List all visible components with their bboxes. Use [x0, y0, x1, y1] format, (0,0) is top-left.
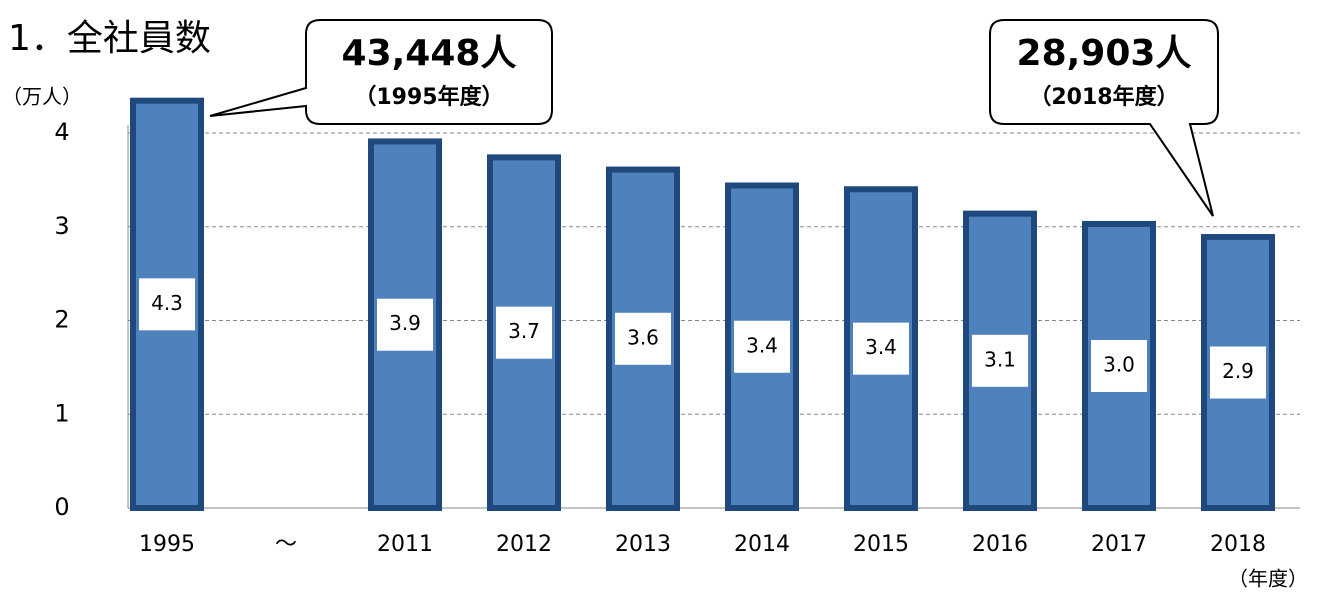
y-tick-label: 4: [54, 118, 69, 146]
callout: [209, 19, 553, 125]
value-label: 3.0: [1103, 352, 1135, 376]
chart-title: 1．全社員数: [8, 18, 211, 59]
value-label: 2.9: [1222, 359, 1254, 383]
x-tick-label: 2016: [972, 532, 1028, 557]
x-tick-label: 2015: [853, 532, 909, 557]
value-label-box: [853, 322, 909, 375]
y-tick-label: 2: [54, 306, 69, 334]
value-label-box: [496, 306, 552, 359]
value-label: 3.1: [984, 347, 1016, 371]
x-tick-label: 2017: [1091, 532, 1147, 557]
value-label: 3.7: [508, 319, 540, 343]
y-tick-label: 1: [54, 399, 69, 427]
value-label-box: [615, 312, 671, 365]
y-tick-label: 0: [54, 493, 69, 521]
x-tick-label: 2011: [377, 532, 433, 557]
value-label-box: [1091, 339, 1147, 392]
callout: [989, 19, 1219, 217]
y-unit: （万人）: [2, 85, 82, 109]
x-tick-label: 2014: [734, 532, 790, 557]
callout-value: 43,448人: [342, 33, 517, 74]
x-tick-label: ～: [275, 532, 297, 557]
value-label-box: [1210, 346, 1266, 399]
value-label-box: [972, 334, 1028, 387]
value-label: 3.4: [746, 333, 778, 357]
x-tick-label: 2012: [496, 532, 552, 557]
x-tick-label: 2013: [615, 532, 671, 557]
value-label-box: [377, 298, 433, 351]
callout-note: （1995年度）: [354, 84, 503, 110]
value-label: 4.3: [151, 291, 183, 315]
x-tick-label: 1995: [139, 532, 195, 557]
value-label: 3.6: [627, 325, 659, 349]
y-tick-label: 3: [54, 212, 69, 240]
value-label-box: [734, 320, 790, 373]
x-unit: （年度）: [1228, 567, 1308, 591]
callout-note: （2018年度）: [1029, 84, 1178, 110]
value-label: 3.9: [389, 311, 421, 335]
x-tick-label: 2018: [1210, 532, 1266, 557]
value-label-box: [139, 278, 195, 331]
value-label: 3.4: [865, 335, 897, 359]
callout-value: 28,903人: [1017, 33, 1192, 74]
